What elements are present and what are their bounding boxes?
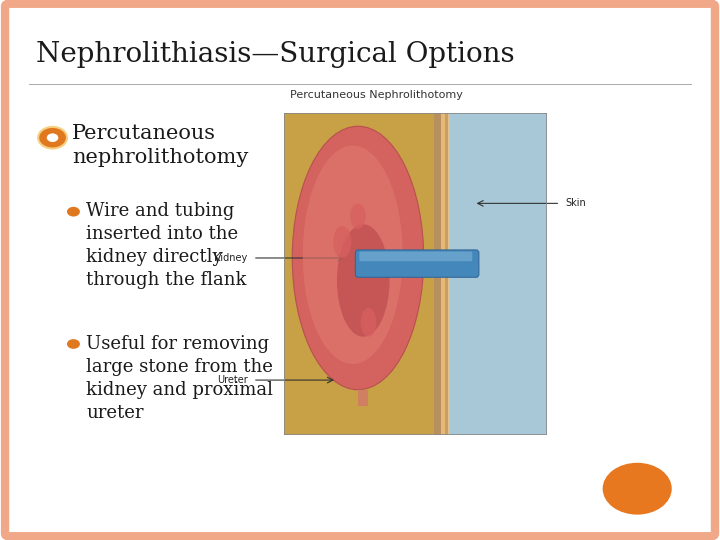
FancyArrow shape (358, 390, 369, 406)
Circle shape (67, 339, 80, 349)
Bar (441, 113, 446, 435)
Text: Percutaneous
nephrolithotomy: Percutaneous nephrolithotomy (72, 124, 248, 167)
Text: Ureter: Ureter (217, 375, 248, 385)
Ellipse shape (292, 126, 423, 390)
Text: Nephrolithiasis—Surgical Options: Nephrolithiasis—Surgical Options (36, 40, 515, 68)
Ellipse shape (337, 224, 390, 337)
Circle shape (67, 207, 80, 217)
Bar (434, 113, 441, 435)
Ellipse shape (350, 204, 366, 229)
FancyBboxPatch shape (359, 252, 472, 261)
Text: Kidney: Kidney (215, 253, 248, 263)
Text: Skin: Skin (566, 198, 586, 208)
Text: Wire and tubing
inserted into the
kidney directly
through the flank: Wire and tubing inserted into the kidney… (86, 202, 247, 289)
Text: Useful for removing
large stone from the
kidney and proximal
ureter: Useful for removing large stone from the… (86, 335, 274, 422)
Ellipse shape (303, 145, 402, 364)
Circle shape (603, 463, 672, 515)
Bar (448, 113, 450, 435)
Circle shape (38, 127, 67, 148)
Bar (284, 113, 447, 435)
Bar (446, 113, 448, 435)
Circle shape (47, 133, 58, 142)
Ellipse shape (333, 226, 351, 258)
Ellipse shape (361, 308, 377, 337)
FancyBboxPatch shape (356, 250, 479, 277)
Text: Percutaneous Nephrolithotomy: Percutaneous Nephrolithotomy (290, 90, 463, 100)
Bar (447, 113, 547, 435)
